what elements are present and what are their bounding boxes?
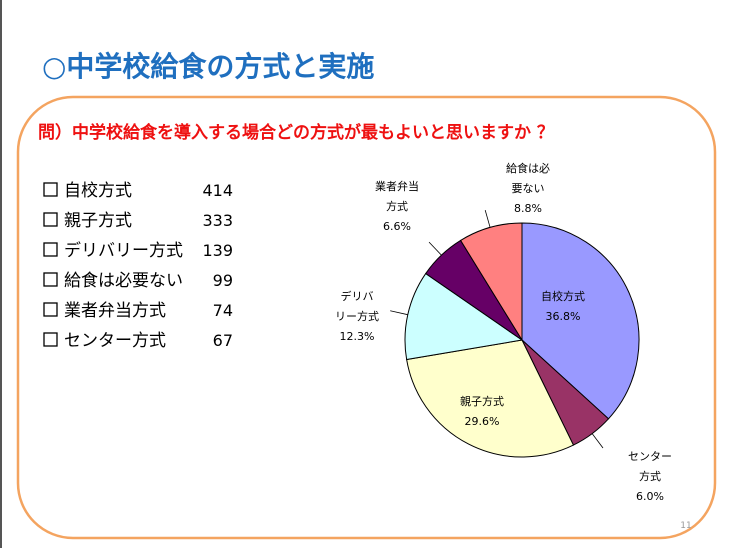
checkbox xyxy=(43,272,58,287)
list: 自校方式 414 親子方式 333 デリバリー方式 139 給食は必要ない 99 業者弁当方式 7… xyxy=(43,181,233,351)
slice-value: 6.6% xyxy=(383,220,411,233)
checkbox xyxy=(43,302,58,317)
leader-line xyxy=(484,210,491,228)
page-number: 11 xyxy=(680,521,691,531)
leader-line xyxy=(390,310,408,316)
list-name: 給食は必要ない xyxy=(64,271,183,291)
pie-slice xyxy=(459,222,523,342)
slice-label: 自校方式 xyxy=(541,289,585,303)
slice-label: 要ない xyxy=(512,182,545,195)
pie-slice xyxy=(521,222,640,420)
slice-value: 6.0% xyxy=(636,490,664,503)
leader-line xyxy=(428,241,442,256)
checkbox xyxy=(43,332,58,347)
slice-label: 親子方式 xyxy=(460,394,504,408)
list-name: 自校方式 xyxy=(64,181,132,201)
leader-line xyxy=(591,433,604,449)
slice-label: 方式 xyxy=(386,199,408,213)
slice-label: 給食は必 xyxy=(506,161,550,175)
frame xyxy=(16,95,717,540)
list-count: 74 xyxy=(213,301,233,320)
pie-slice xyxy=(406,339,575,458)
list-name: 親子方式 xyxy=(64,211,132,231)
slice-label: リー方式 xyxy=(335,309,379,323)
list-count: 99 xyxy=(213,271,233,290)
list-count: 139 xyxy=(202,241,233,260)
question: 問）中学校給食を導入する場合どの方式が最もよいと思いますか ？ xyxy=(38,122,554,143)
pie-chart: 自校方式36.8%センター方式6.0%親子方式29.6%デリバリー方式12.3%… xyxy=(335,161,672,503)
checkbox xyxy=(43,212,58,227)
pie-slice xyxy=(404,272,524,361)
slice-label: センター xyxy=(628,450,672,463)
list-name: 業者弁当方式 xyxy=(64,301,166,321)
checkbox xyxy=(43,242,58,257)
slice-label: 方式 xyxy=(639,469,661,483)
list-count: 67 xyxy=(213,331,233,350)
slide-title: ○中学校給食の方式と実施 xyxy=(42,50,374,83)
list-count: 333 xyxy=(202,211,233,230)
slice-value: 8.8% xyxy=(514,202,542,215)
slice-label: 業者弁当 xyxy=(375,179,419,193)
slice-value: 29.6% xyxy=(465,415,500,428)
list-name: デリバリー方式 xyxy=(64,240,183,261)
list-count: 414 xyxy=(202,181,233,200)
slice-value: 36.8% xyxy=(546,310,581,323)
list-name: センター方式 xyxy=(64,331,166,351)
slice-label: デリバ xyxy=(341,289,374,303)
checkbox xyxy=(43,182,58,197)
slice-value: 12.3% xyxy=(340,330,375,343)
